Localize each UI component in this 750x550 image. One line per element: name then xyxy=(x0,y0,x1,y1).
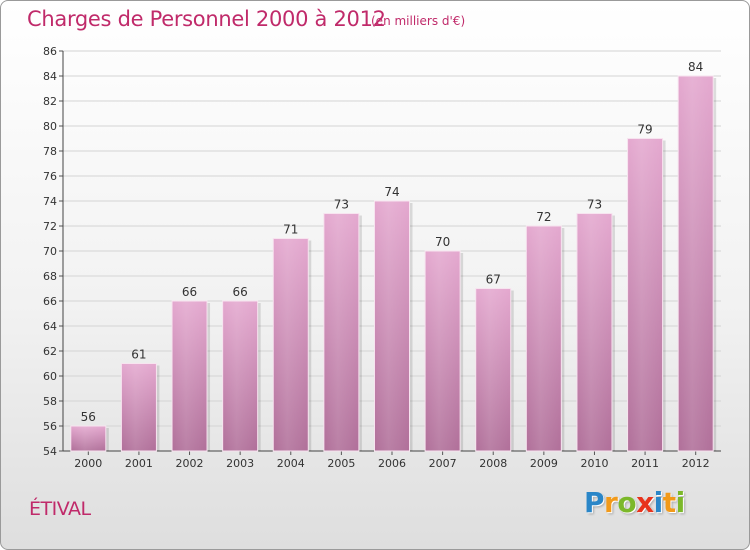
x-tick-label: 2001 xyxy=(125,457,153,470)
x-tick-label: 2004 xyxy=(277,457,305,470)
data-label: 66 xyxy=(182,285,197,299)
bar-highlight xyxy=(172,301,208,451)
y-tick-label: 70 xyxy=(43,245,57,258)
data-label: 56 xyxy=(81,410,96,424)
labels: 54 56 58 60 62 64 66 68 70 72 74 76 78 80 82 84 86 56 2000… xyxy=(43,45,710,470)
chart-unit: (en milliers d'€) xyxy=(371,14,466,28)
y-tick-label: 78 xyxy=(43,145,57,158)
chart-title: Charges de Personnel 2000 à 2012 xyxy=(27,7,386,31)
y-tick-label: 76 xyxy=(43,170,57,183)
x-tick-label: 2002 xyxy=(176,457,204,470)
bar-highlight xyxy=(678,76,714,451)
bar-highlight xyxy=(526,226,562,451)
bar-highlight xyxy=(576,213,612,451)
logo-letter: P xyxy=(584,486,605,519)
bar-highlight xyxy=(627,138,663,451)
bars xyxy=(70,75,717,452)
data-label: 61 xyxy=(131,348,146,362)
y-tick-label: 86 xyxy=(43,45,57,58)
y-tick-label: 68 xyxy=(43,270,57,283)
bar-highlight xyxy=(121,363,157,451)
y-tick-label: 54 xyxy=(43,445,57,458)
data-label: 71 xyxy=(283,223,298,237)
logo-letter: x xyxy=(636,486,654,519)
x-tick-label: 2000 xyxy=(74,457,102,470)
y-tick-label: 64 xyxy=(43,320,57,333)
bar-highlight xyxy=(222,301,258,451)
x-tick-label: 2003 xyxy=(226,457,254,470)
y-tick-label: 62 xyxy=(43,345,57,358)
proxiti-logo: Proxiti xyxy=(584,486,685,519)
y-tick-label: 66 xyxy=(43,295,57,308)
y-tick-label: 56 xyxy=(43,420,57,433)
y-tick-label: 58 xyxy=(43,395,57,408)
data-label: 73 xyxy=(587,198,602,212)
y-tick-label: 74 xyxy=(43,195,57,208)
bar-highlight xyxy=(374,201,410,451)
data-label: 79 xyxy=(637,123,652,137)
x-tick-label: 2007 xyxy=(429,457,457,470)
bar-highlight xyxy=(475,288,511,451)
x-tick-label: 2010 xyxy=(580,457,608,470)
data-label: 84 xyxy=(688,60,703,74)
x-tick-label: 2009 xyxy=(530,457,558,470)
logo-letter: t xyxy=(662,486,676,519)
data-label: 74 xyxy=(384,185,399,199)
y-tick-label: 84 xyxy=(43,70,57,83)
data-label: 70 xyxy=(435,235,450,249)
x-tick-label: 2005 xyxy=(327,457,355,470)
logo-letter: o xyxy=(617,486,637,519)
logo-letter: r xyxy=(604,486,618,519)
y-tick-label: 60 xyxy=(43,370,57,383)
data-label: 72 xyxy=(536,210,551,224)
data-label: 73 xyxy=(334,198,349,212)
bar-highlight xyxy=(70,426,106,451)
data-label: 67 xyxy=(486,273,501,287)
x-tick-label: 2008 xyxy=(479,457,507,470)
logo-letter: i xyxy=(675,486,686,519)
y-tick-label: 72 xyxy=(43,220,57,233)
y-tick-label: 80 xyxy=(43,120,57,133)
commune-name: ÉTIVAL xyxy=(29,498,91,520)
bar-highlight xyxy=(425,251,461,451)
bar-highlight xyxy=(323,213,359,451)
y-tick-label: 82 xyxy=(43,95,57,108)
logo-letter: i xyxy=(653,486,664,519)
bar-highlight xyxy=(273,238,309,451)
data-label: 66 xyxy=(233,285,248,299)
x-tick-label: 2012 xyxy=(682,457,710,470)
x-tick-label: 2011 xyxy=(631,457,659,470)
x-tick-label: 2006 xyxy=(378,457,406,470)
